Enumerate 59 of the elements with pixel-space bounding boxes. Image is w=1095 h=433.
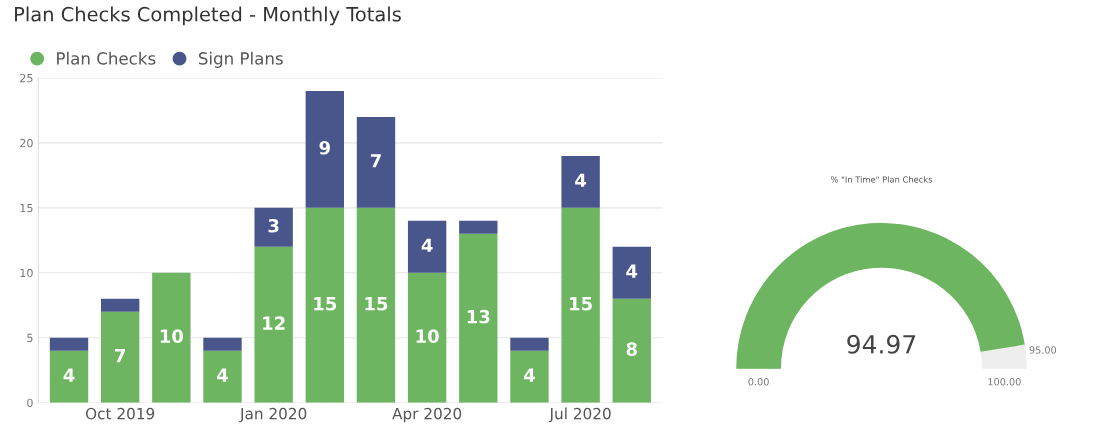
y-tick-label: 20 (20, 138, 33, 148)
data-label: 10 (160, 329, 184, 343)
bar (305, 207, 345, 403)
bar (407, 220, 447, 273)
bar (459, 233, 498, 403)
chart-title: % "In Time" Plan Checks (830, 176, 933, 183)
bar (612, 246, 651, 299)
data-label: 13 (467, 309, 490, 324)
y-tick-label: 10 (20, 268, 33, 278)
bar (510, 350, 549, 403)
data-label: 9 (319, 140, 330, 155)
text: 0.00 (748, 378, 769, 386)
data-label: 4 (575, 173, 587, 187)
y-tick-label: 0 (27, 398, 33, 408)
bar (561, 155, 600, 208)
bar (407, 272, 447, 403)
data-label: 4 (421, 238, 433, 252)
legend-label: Sign Plans (198, 51, 283, 68)
x-tick-label: Oct 2019 (85, 407, 155, 420)
y-tick-label: 15 (20, 203, 33, 213)
x-tick-label: Apr 2020 (392, 407, 462, 423)
bar (356, 207, 396, 403)
bar (203, 350, 242, 403)
bar (305, 90, 345, 208)
x-tick-label: Jul 2020 (548, 407, 611, 423)
data-label: 3 (268, 218, 279, 233)
data-label: 12 (263, 316, 285, 330)
data-label: 4 (523, 368, 535, 382)
data-label: 7 (370, 154, 381, 168)
bar (459, 220, 498, 234)
data-label: 8 (626, 342, 637, 356)
bar (356, 116, 396, 208)
data-label: 4 (217, 368, 228, 382)
bar (101, 298, 140, 312)
data-label: 7 (115, 349, 126, 363)
bar (561, 207, 600, 403)
bar (49, 350, 89, 403)
data-label: 4 (63, 368, 75, 382)
y-tick-label: 25 (20, 73, 33, 83)
bar (510, 337, 549, 351)
legend-label: Plan Checks (57, 51, 156, 65)
bar (49, 337, 89, 351)
data-label: 15 (314, 297, 337, 311)
bar (612, 298, 651, 403)
bar (203, 337, 242, 351)
text: 100.00 (988, 378, 1021, 386)
text: 94.97 (847, 334, 916, 354)
bar (254, 246, 293, 403)
bar (254, 207, 293, 247)
data-label: 15 (570, 297, 592, 311)
y-tick-label: 5 (27, 333, 33, 343)
data-label: 15 (365, 297, 388, 311)
bar (101, 311, 140, 403)
chart-title: Plan Checks Completed - Monthly Totals (15, 6, 401, 26)
x-tick-label: Jan 2020 (239, 407, 307, 423)
text: 95.00 (1029, 346, 1057, 354)
data-label: 4 (626, 264, 638, 278)
bar (152, 272, 191, 403)
data-label: 10 (416, 329, 439, 343)
